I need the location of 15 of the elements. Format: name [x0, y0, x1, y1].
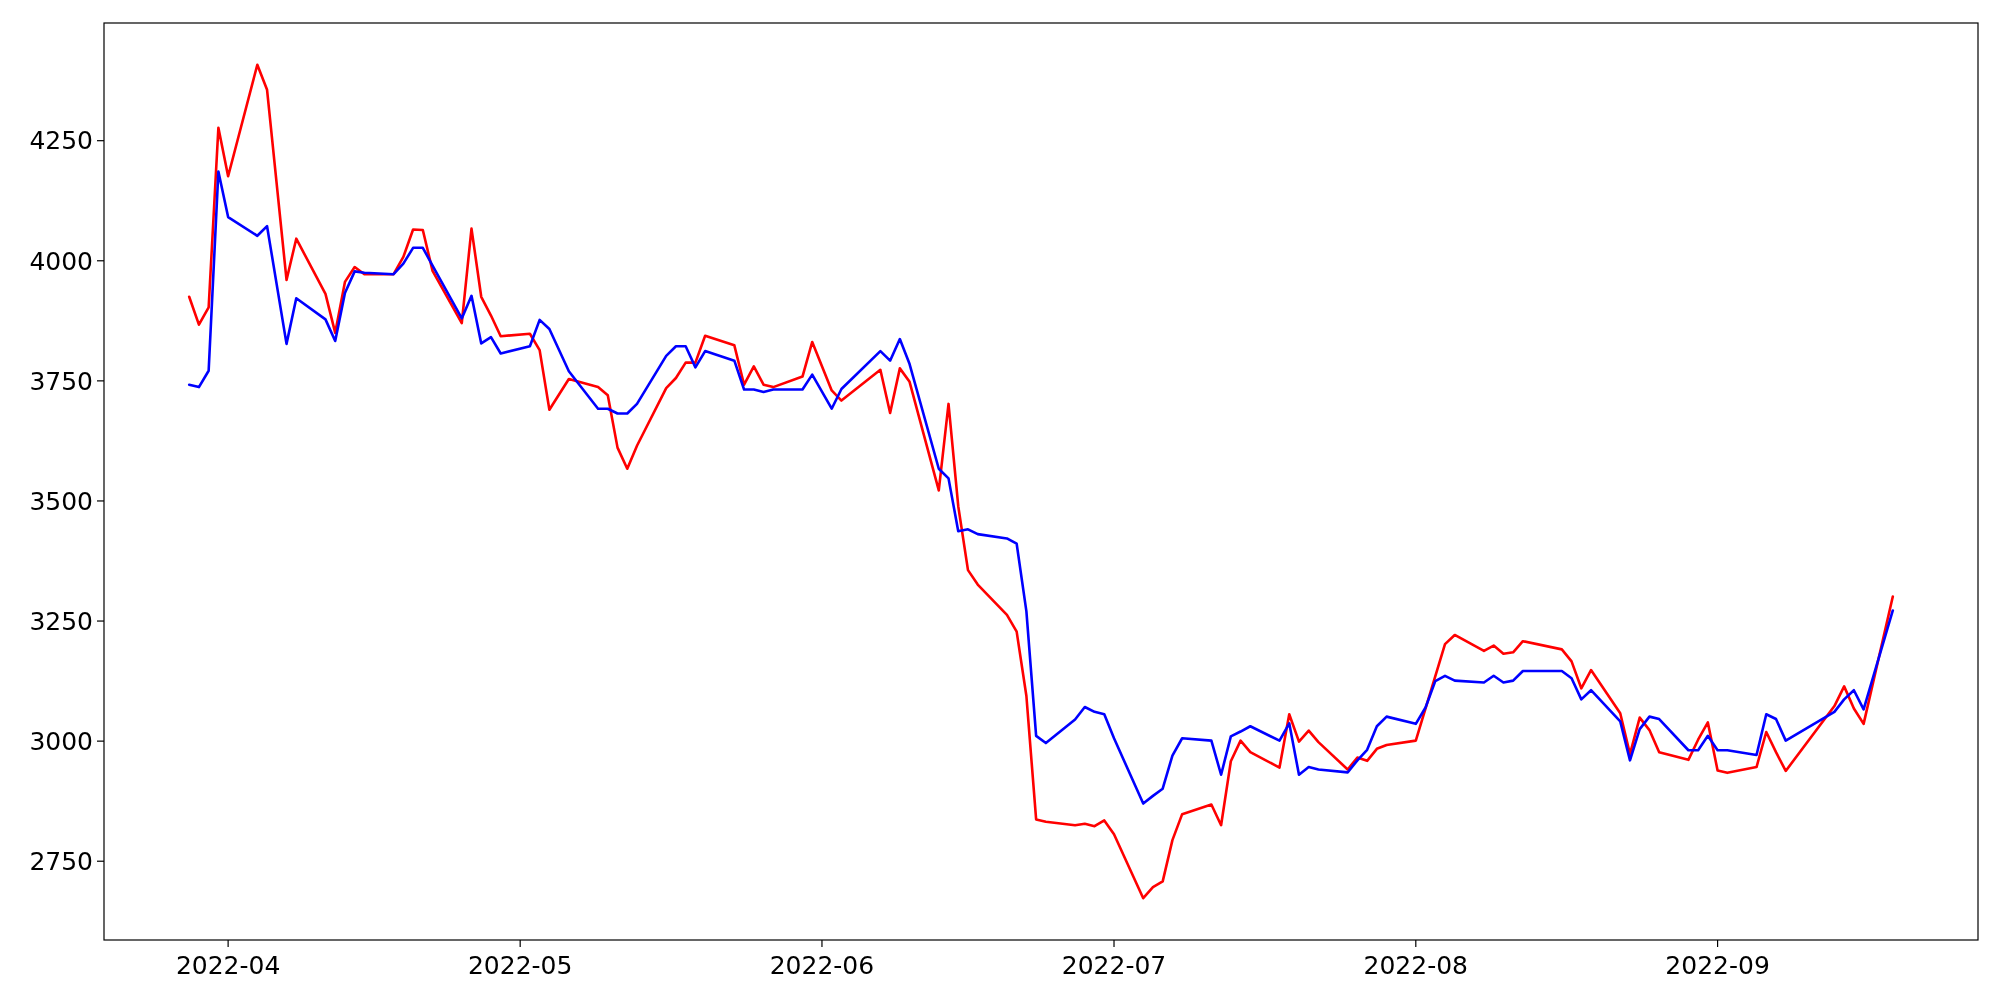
- y-tick-label: 2750: [29, 846, 93, 876]
- x-tick-label: 2022-09: [1665, 951, 1770, 980]
- y-tick-label: 4000: [29, 246, 93, 276]
- y-tick-label: 3500: [29, 486, 93, 516]
- x-tick-label: 2022-06: [769, 951, 875, 980]
- y-tick-label: 3000: [29, 726, 93, 756]
- y-tick-label: 4250: [29, 126, 93, 156]
- line-series: [187, 63, 1895, 900]
- x-tick-label: 2022-08: [1363, 951, 1469, 980]
- y-tick-label: 3750: [29, 366, 93, 396]
- x-tick-label: 2022-04: [175, 951, 281, 980]
- x-tick-label: 2022-05: [467, 951, 573, 980]
- y-tick-label: 3250: [29, 606, 93, 636]
- x-tick-label: 2022-07: [1061, 951, 1167, 980]
- line-series: [187, 170, 1895, 805]
